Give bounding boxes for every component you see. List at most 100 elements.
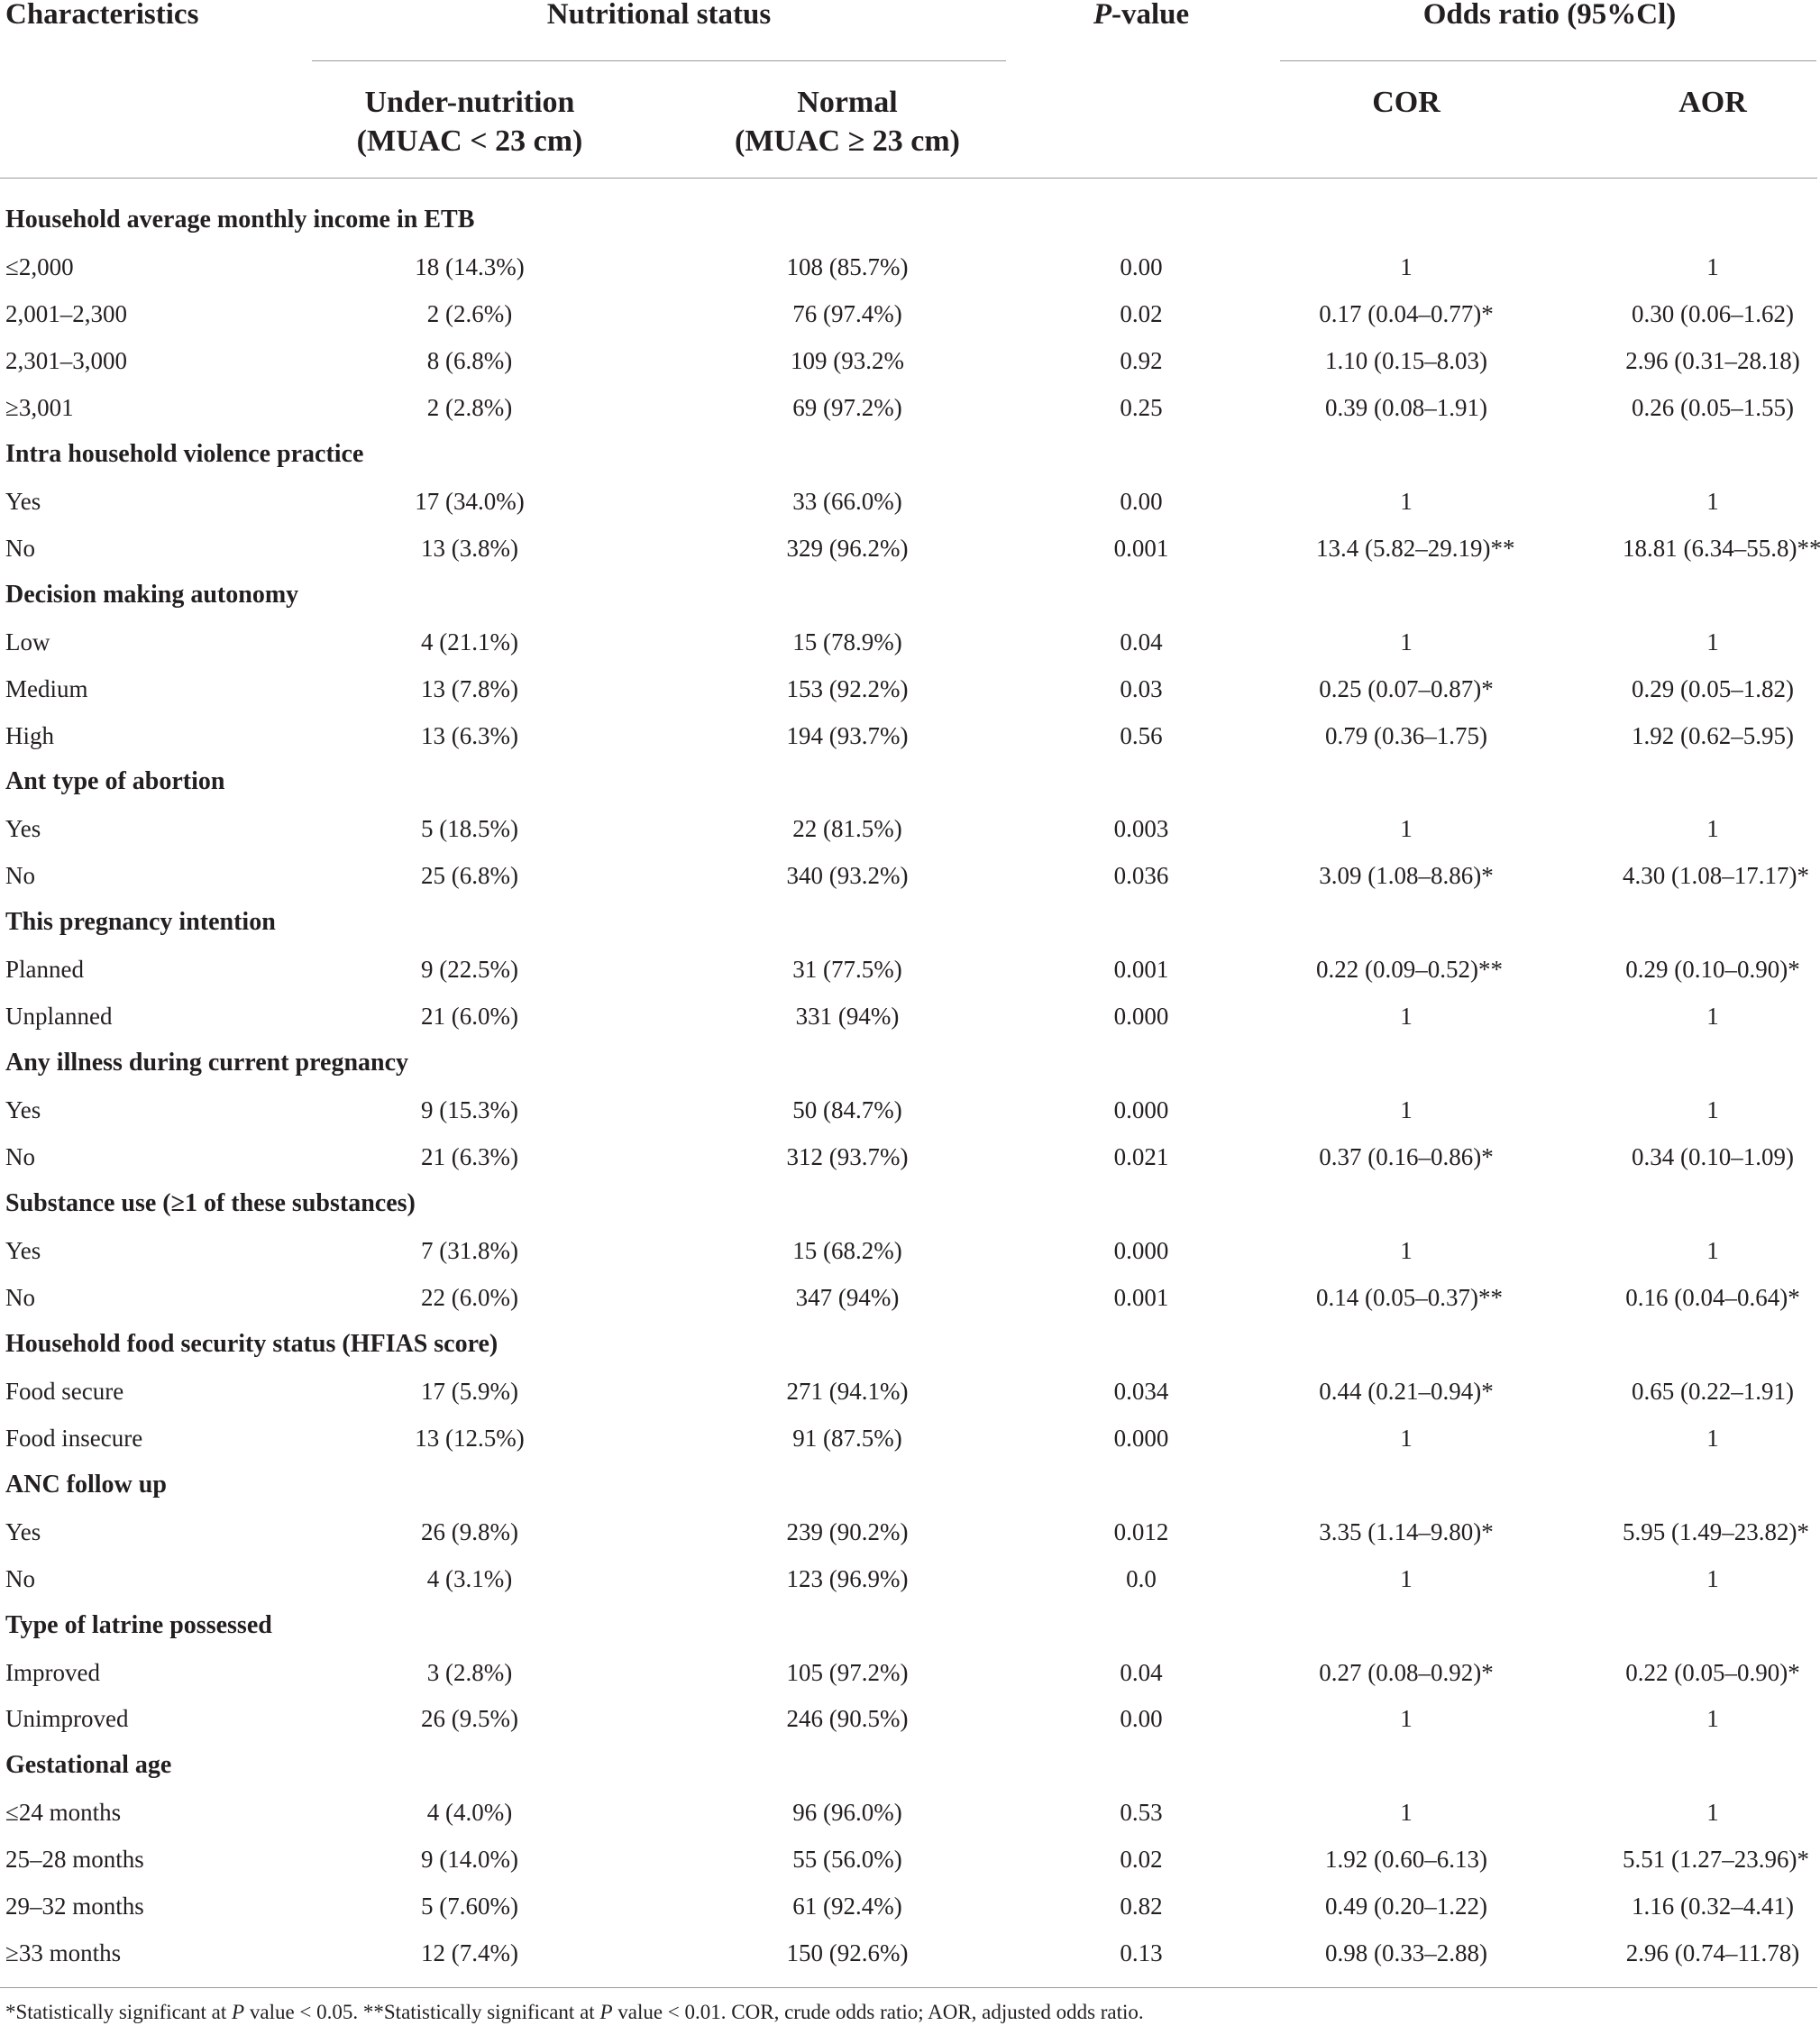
cell-normal: 153 (92.2%) (786, 674, 909, 702)
row-label: Yes (5, 1517, 41, 1545)
cell-cor: 1 (1400, 1705, 1413, 1733)
cell-cor: 0.22 (0.09–0.52)** (1316, 956, 1503, 984)
section-header-row: Household average monthly income in ETB (0, 197, 1820, 243)
table-row: 2,001–2,300 2 (2.6%) 76 (97.4%) 0.02 0.17 (0… (0, 290, 1820, 337)
table-row: Yes 5 (18.5%) 22 (81.5%) 0.003 1 1 (0, 805, 1820, 852)
cell-cor: 1 (1400, 252, 1413, 280)
section-label: Intra household violence practice (5, 439, 364, 468)
table-row: Planned 9 (22.5%) 31 (77.5%) 0.001 0.22 (0.0… (0, 946, 1820, 993)
cell-p-value: 0.00 (1120, 487, 1163, 515)
cell-cor: 0.98 (0.33–2.88) (1325, 1939, 1487, 1967)
cell-under-nutrition: 5 (18.5%) (421, 815, 518, 843)
cell-under-nutrition: 9 (15.3%) (421, 1096, 518, 1124)
cell-normal: 194 (93.7%) (786, 721, 909, 749)
cell-aor: 5.51 (1.27–23.96)* (1623, 1846, 1809, 1874)
cell-p-value: 0.000 (1113, 1236, 1169, 1264)
cell-cor: 1.92 (0.60–6.13) (1325, 1846, 1487, 1874)
cell-p-value: 0.00 (1120, 1705, 1163, 1733)
normal-line1: Normal (797, 86, 898, 119)
row-label: 2,001–2,300 (5, 299, 127, 327)
row-label: Yes (5, 1236, 41, 1264)
cell-normal: 105 (97.2%) (786, 1658, 909, 1686)
row-label: ≤24 months (5, 1799, 122, 1827)
row-label: No (5, 534, 35, 562)
row-label: No (5, 862, 35, 890)
section-label: Decision making autonomy (5, 580, 299, 609)
row-label: No (5, 1564, 35, 1592)
cell-aor: 0.34 (0.10–1.09) (1632, 1143, 1794, 1170)
table-row: No 25 (6.8%) 340 (93.2%) 0.036 3.09 (1.08–8.… (0, 852, 1820, 899)
cell-aor: 2.96 (0.31–28.18) (1625, 346, 1800, 374)
header-odds-ratio: Odds ratio (95%Cl) (1422, 0, 1677, 31)
header-bottom-rule (0, 178, 1817, 179)
cell-under-nutrition: 26 (9.5%) (421, 1705, 518, 1733)
cell-cor: 0.17 (0.04–0.77)* (1319, 299, 1494, 327)
cell-cor: 0.37 (0.16–0.86)* (1319, 1143, 1494, 1170)
footnote-part3: value < 0.01. COR, crude odds ratio; AOR… (612, 2001, 1144, 2023)
table-row: Medium 13 (7.8%) 153 (92.2%) 0.03 0.25 (0.07… (0, 665, 1820, 712)
cell-under-nutrition: 4 (21.1%) (421, 628, 518, 655)
cell-normal: 55 (56.0%) (792, 1846, 902, 1874)
table-row: Unimproved 26 (9.5%) 246 (90.5%) 0.00 1 1 (0, 1695, 1820, 1742)
cell-aor: 2.96 (0.74–11.78) (1625, 1939, 1800, 1967)
cell-normal: 109 (93.2% (791, 346, 904, 374)
table-row: ≤2,000 18 (14.3%) 108 (85.7%) 0.00 1 1 (0, 243, 1820, 290)
header-cor: COR (1372, 86, 1440, 119)
cell-p-value: 0.03 (1120, 674, 1163, 702)
header-aor: AOR (1678, 86, 1747, 119)
table-row: Yes 7 (31.8%) 15 (68.2%) 0.000 1 1 (0, 1227, 1820, 1274)
row-label: ≤2,000 (5, 252, 74, 280)
section-header-row: Household food security status (HFIAS sc… (0, 1321, 1820, 1368)
under-nutrition-line2: (MUAC < 23 cm) (356, 124, 583, 158)
cell-aor: 1 (1706, 487, 1719, 515)
cell-aor: 1 (1706, 628, 1719, 655)
row-label: Low (5, 628, 50, 655)
cell-cor: 0.39 (0.08–1.91) (1325, 393, 1487, 421)
header-p-value: P-value (1051, 0, 1231, 32)
section-label: This pregnancy intention (5, 908, 276, 937)
cell-cor: 1 (1400, 487, 1413, 515)
cell-cor: 1 (1400, 1424, 1413, 1452)
cell-under-nutrition: 12 (7.4%) (421, 1939, 518, 1967)
cell-cor: 0.79 (0.36–1.75) (1325, 721, 1487, 749)
cell-aor: 5.95 (1.49–23.82)* (1623, 1517, 1809, 1545)
cell-normal: 331 (94%) (795, 1003, 900, 1031)
cell-cor: 0.44 (0.21–0.94)* (1319, 1377, 1494, 1405)
cell-under-nutrition: 22 (6.0%) (421, 1283, 518, 1311)
section-label: Type of latrine possessed (5, 1610, 272, 1639)
cell-p-value: 0.04 (1120, 628, 1163, 655)
cell-aor: 0.16 (0.04–0.64)* (1625, 1283, 1800, 1311)
cell-p-value: 0.04 (1120, 1658, 1163, 1686)
cell-p-value: 0.56 (1120, 721, 1163, 749)
cell-p-value: 0.92 (1120, 346, 1163, 374)
cell-normal: 96 (96.0%) (792, 1799, 902, 1827)
cell-normal: 246 (90.5%) (786, 1705, 909, 1733)
table-row: Yes 17 (34.0%) 33 (66.0%) 0.00 1 1 (0, 478, 1820, 525)
section-label: Gestational age (5, 1751, 172, 1780)
cell-aor: 1 (1706, 1236, 1719, 1264)
row-label: ≥33 months (5, 1939, 122, 1967)
row-label: Medium (5, 674, 88, 702)
cell-aor: 0.22 (0.05–0.90)* (1625, 1658, 1800, 1686)
table-row: ≥33 months 12 (7.4%) 150 (92.6%) 0.13 0.98 (… (0, 1930, 1820, 1976)
table-row: No 22 (6.0%) 347 (94%) 0.001 0.14 (0.05–0.37… (0, 1274, 1820, 1321)
under-nutrition-line1: Under-nutrition (364, 86, 575, 119)
footnote-p1: P (232, 2001, 245, 2023)
cell-cor: 1 (1400, 1799, 1413, 1827)
cell-normal: 33 (66.0%) (792, 487, 902, 515)
header-characteristics: Characteristics (5, 0, 199, 31)
cell-under-nutrition: 13 (3.8%) (421, 534, 518, 562)
row-label: No (5, 1283, 35, 1311)
footnote-p2: P (599, 2001, 613, 2023)
cell-normal: 69 (97.2%) (792, 393, 902, 421)
cell-cor: 0.14 (0.05–0.37)** (1316, 1283, 1503, 1311)
cell-under-nutrition: 13 (6.3%) (421, 721, 518, 749)
cell-p-value: 0.13 (1120, 1939, 1163, 1967)
table-row: 29–32 months 5 (7.60%) 61 (92.4%) 0.82 0.49 … (0, 1883, 1820, 1930)
cell-p-value: 0.021 (1113, 1143, 1169, 1170)
cell-aor: 1.16 (0.32–4.41) (1632, 1893, 1794, 1920)
table-row: Food secure 17 (5.9%) 271 (94.1%) 0.034 0.44… (0, 1368, 1820, 1415)
cell-aor: 1 (1706, 1003, 1719, 1031)
cell-normal: 31 (77.5%) (792, 956, 902, 984)
